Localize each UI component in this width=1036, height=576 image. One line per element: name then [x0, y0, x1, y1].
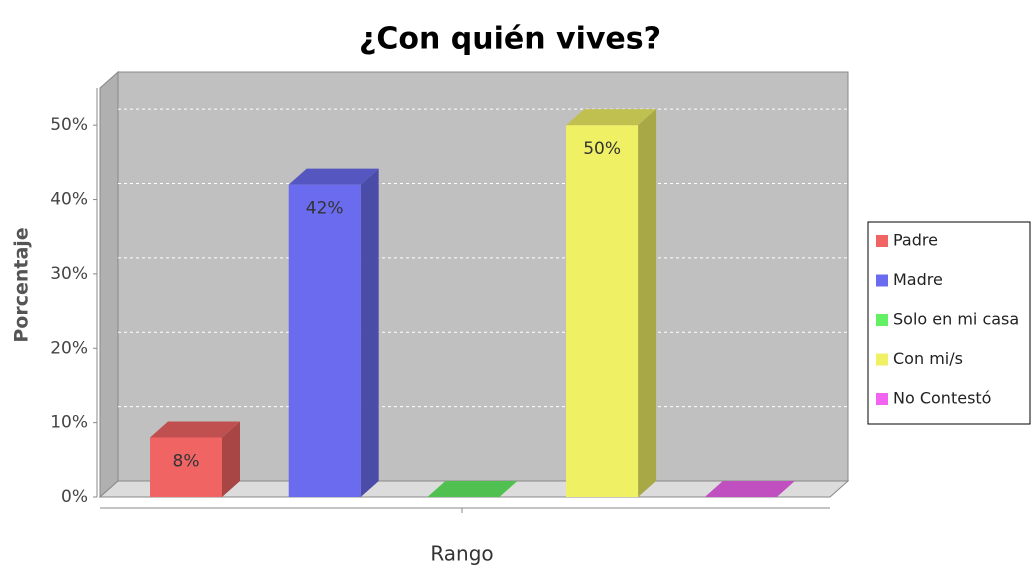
legend-label: Madre: [893, 270, 943, 289]
bar-top: [150, 421, 240, 438]
x-axis-label: Rango: [430, 542, 493, 566]
bar: [566, 109, 657, 497]
y-tick-label: 10%: [50, 413, 88, 433]
back-wall: [117, 71, 849, 482]
y-tick-label: 40%: [50, 190, 88, 210]
legend-swatch: [876, 314, 888, 326]
legend-label: No Contestó: [893, 389, 991, 408]
bar-side: [360, 168, 379, 497]
legend-label: Padre: [893, 231, 938, 250]
value-label: 50%: [583, 139, 621, 159]
legend-swatch: [876, 235, 888, 247]
bar-top: [566, 109, 657, 126]
bar: [288, 168, 379, 497]
bar: [704, 481, 795, 497]
bar-side: [222, 421, 240, 497]
bar-side: [638, 109, 657, 497]
value-label: 42%: [306, 199, 344, 219]
bar-front: [288, 184, 361, 497]
legend-swatch: [876, 393, 888, 405]
y-tick-label: 30%: [50, 264, 88, 284]
y-tick-label: 50%: [50, 115, 88, 135]
value-label: 8%: [173, 452, 200, 472]
bar-top: [704, 481, 795, 497]
bar-top: [427, 481, 518, 497]
y-tick-label: 20%: [50, 338, 88, 358]
bar: [150, 421, 240, 497]
legend-label: Solo en mi casa: [893, 310, 1019, 329]
bar-front: [150, 437, 222, 497]
legend-swatch: [876, 353, 888, 366]
side-wall: [99, 70, 119, 499]
bar-top: [288, 168, 379, 185]
legend-swatch: [876, 274, 888, 287]
y-tick-label: 0%: [61, 487, 88, 507]
bar-front: [566, 125, 639, 497]
chart-title: ¿Con quién vives?: [359, 22, 661, 57]
bar: [427, 481, 518, 497]
legend-box: [867, 221, 1031, 425]
y-axis-label: Porcentaje: [11, 227, 33, 342]
legend-label: Con mi/s: [893, 349, 963, 368]
